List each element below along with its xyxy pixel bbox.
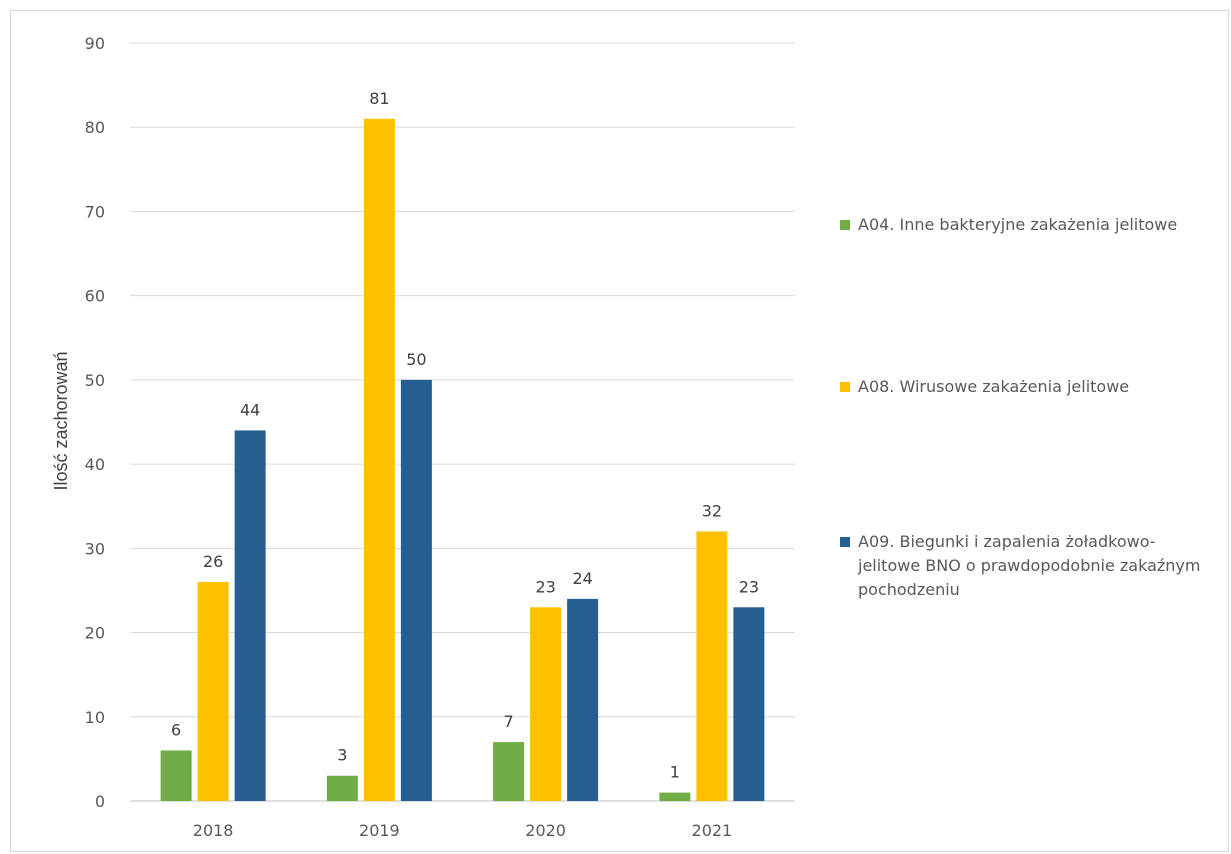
y-tick-label: 60 — [85, 287, 105, 306]
data-label: 23 — [535, 577, 555, 596]
y-tick-label: 80 — [85, 118, 105, 137]
bar-2021-series-3 — [733, 607, 765, 801]
bar-2020-series-1 — [493, 742, 525, 801]
y-tick-label: 10 — [85, 708, 105, 727]
legend-label-a09: A09. Biegunki i zapalenia żoładkowo-jeli… — [858, 532, 1201, 599]
bar-2018-series-1 — [160, 750, 192, 801]
data-label: 6 — [171, 720, 181, 739]
y-tick-label: 50 — [85, 371, 105, 390]
bar-2019-series-2 — [363, 118, 395, 802]
legend-swatch-a09 — [840, 537, 850, 547]
data-label: 44 — [240, 400, 260, 419]
bar-2021-series-1 — [659, 792, 691, 801]
y-tick-label: 0 — [95, 792, 105, 811]
y-tick-label: 90 — [85, 34, 105, 53]
legend-item-a04: A04. Inne bakteryjne zakażenia jelitowe — [840, 213, 1220, 237]
legend-item-a09: A09. Biegunki i zapalenia żoładkowo-jeli… — [840, 530, 1210, 602]
y-axis-label: Ilość zachorowań — [51, 351, 71, 490]
x-tick-label: 2019 — [359, 821, 400, 840]
x-axis-ticks: 2018 2019 2020 2021 — [193, 821, 732, 840]
data-label: 81 — [369, 89, 389, 108]
x-tick-label: 2021 — [692, 821, 733, 840]
bar-2020-series-2 — [530, 607, 562, 801]
chart-frame — [10, 10, 1229, 852]
data-label: 24 — [572, 569, 592, 588]
x-tick-label: 2018 — [193, 821, 234, 840]
bar-2018-series-3 — [234, 430, 266, 801]
data-label: 7 — [504, 712, 514, 731]
legend-label-a08: A08. Wirusowe zakażenia jelitowe — [858, 377, 1130, 396]
data-label: 32 — [702, 501, 722, 520]
bar-2019-series-3 — [400, 379, 432, 801]
data-label: 3 — [337, 746, 347, 765]
data-label: 1 — [670, 763, 680, 782]
legend-item-a08: A08. Wirusowe zakażenia jelitowe — [840, 375, 1220, 399]
y-tick-label: 40 — [85, 455, 105, 474]
legend-swatch-a08 — [840, 382, 850, 392]
legend-label-a04: A04. Inne bakteryjne zakażenia jelitowe — [858, 215, 1178, 234]
data-labels: 6 26 44 3 81 50 7 23 24 1 32 23 — [171, 89, 759, 782]
y-tick-label: 20 — [85, 624, 105, 643]
y-tick-label: 30 — [85, 539, 105, 558]
data-label: 23 — [739, 577, 759, 596]
data-label: 50 — [406, 350, 426, 369]
bars — [160, 118, 765, 802]
y-tick-label: 70 — [85, 202, 105, 221]
data-label: 26 — [203, 552, 223, 571]
x-tick-label: 2020 — [525, 821, 566, 840]
bar-2021-series-2 — [696, 531, 728, 801]
legend-swatch-a04 — [840, 220, 850, 230]
bar-2019-series-1 — [326, 775, 358, 801]
gridlines — [130, 42, 795, 802]
bar-2020-series-3 — [567, 598, 599, 801]
bar-2018-series-2 — [197, 582, 229, 801]
y-axis-ticks: 0 10 20 30 40 50 60 70 80 90 — [85, 34, 105, 811]
